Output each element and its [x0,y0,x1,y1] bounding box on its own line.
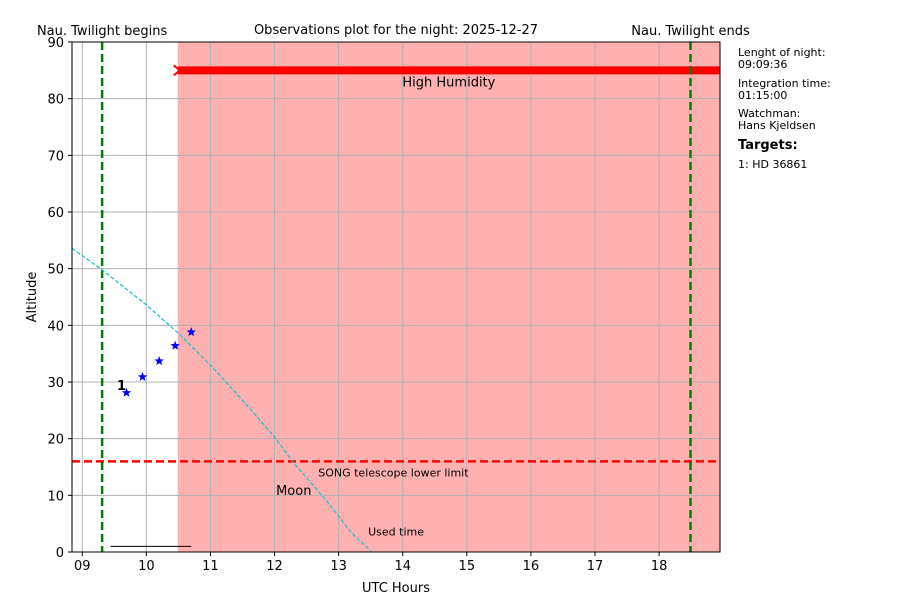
observation-star [170,340,180,350]
y-tick-label: 0 [56,546,64,561]
humidity-marker [173,64,182,77]
x-tick-label: 11 [202,559,219,574]
chart-title: Observations plot for the night: 2025-12… [254,23,538,38]
x-tick-label: 14 [394,559,411,574]
info-value: 01:15:00 [738,89,787,102]
x-tick-label: 18 [651,559,668,574]
humidity-label: High Humidity [402,75,495,90]
x-tick-label: 15 [459,559,476,574]
observation-star [121,387,132,397]
x-tick-label: 16 [523,559,540,574]
target-label: 1 [117,379,126,394]
y-tick-label: 40 [47,319,64,334]
x-tick-label: 12 [266,559,283,574]
observation-star [137,371,148,381]
humidity-region [177,42,720,552]
used-time-label: Used time [368,525,424,538]
y-tick-label: 10 [47,489,64,504]
y-axis-label: Altitude [25,272,40,323]
x-tick-label: 17 [587,559,604,574]
y-tick-label: 60 [47,206,64,221]
y-tick-label: 20 [47,433,64,448]
observation-star [154,356,164,366]
targets-heading: Targets: [738,138,798,153]
info-label: Watchman: [738,107,800,120]
moon-label: Moon [276,484,311,499]
info-label: Integration time: [738,77,831,90]
y-tick-label: 90 [47,36,64,51]
twilight-label: Nau. Twilight ends [631,24,750,39]
y-tick-label: 70 [47,149,64,164]
x-tick-label: 10 [138,559,155,574]
info-value: Hans Kjeldsen [738,119,816,132]
x-axis-label: UTC Hours [362,581,430,596]
lower-limit-label: SONG telescope lower limit [318,466,469,479]
info-value: 09:09:36 [738,58,787,71]
y-tick-label: 30 [47,376,64,391]
info-label: Lenght of night: [738,46,826,59]
x-tick-label: 09 [74,559,91,574]
target-entry: 1: HD 36861 [738,158,807,171]
y-tick-label: 80 [47,93,64,108]
moon-line [71,247,372,552]
observation-star [186,327,196,337]
plot-frame [71,41,721,553]
y-tick-label: 50 [47,263,64,278]
twilight-label: Nau. Twilight begins [37,24,168,39]
x-tick-label: 13 [330,559,347,574]
